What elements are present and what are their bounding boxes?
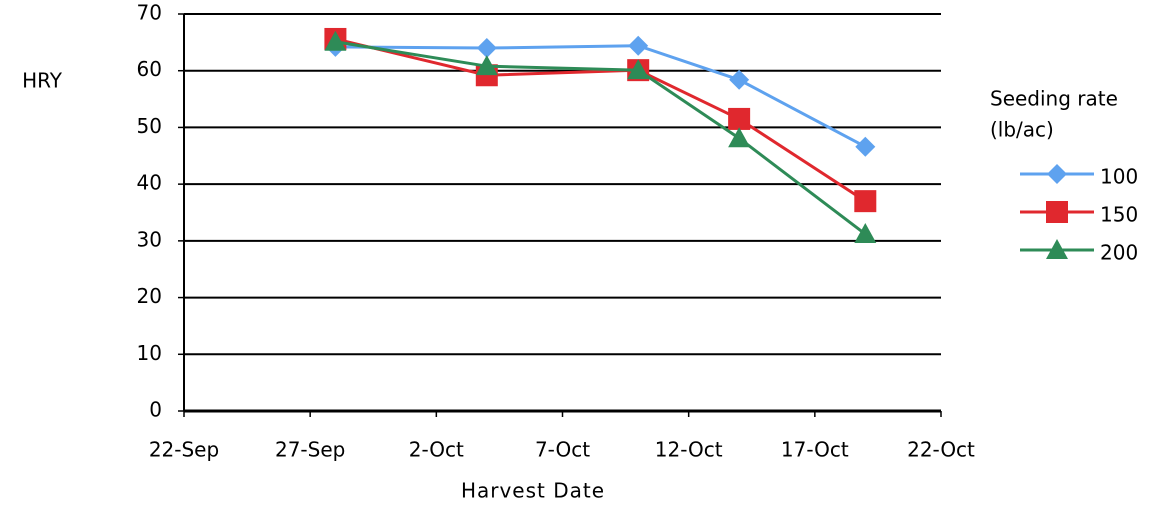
- y-tick-label: 20: [137, 284, 162, 308]
- legend-label: 150: [1100, 203, 1138, 227]
- legend-label: 100: [1100, 165, 1138, 189]
- series-line: [335, 44, 867, 149]
- data-point: [476, 38, 497, 59]
- y-tick-label: 60: [137, 57, 162, 81]
- y-tick-label: 10: [137, 341, 162, 365]
- data-point: [627, 59, 650, 80]
- data-point: [854, 223, 877, 244]
- data-point: [728, 127, 751, 148]
- x-tick-label: 7-Oct: [535, 438, 590, 462]
- series-line: [335, 37, 867, 203]
- x-tick-label: 17-Oct: [781, 438, 849, 462]
- data-point: [475, 55, 498, 76]
- legend-marker: [1046, 201, 1068, 223]
- legend-title: Seeding rate: [990, 87, 1118, 111]
- x-axis-label: Harvest Date: [461, 479, 605, 503]
- data-point: [728, 107, 751, 130]
- y-tick-label: 70: [137, 1, 162, 25]
- x-tick-label: 22-Oct: [907, 438, 975, 462]
- x-tick-label: 2-Oct: [409, 438, 464, 462]
- y-tick-label: 50: [137, 114, 162, 138]
- legend-marker: [1047, 164, 1067, 184]
- x-tick-label: 27-Sep: [275, 438, 345, 462]
- data-point: [855, 136, 876, 157]
- legend-title: (lb/ac): [990, 118, 1054, 142]
- data-point: [729, 69, 750, 90]
- y-axis-label: HRY: [22, 69, 63, 93]
- y-tick-label: 0: [149, 398, 162, 422]
- y-tick-label: 30: [137, 227, 162, 251]
- x-tick-label: 22-Sep: [149, 438, 219, 462]
- x-tick-label: 12-Oct: [655, 438, 723, 462]
- legend-label: 200: [1100, 241, 1138, 265]
- data-point: [628, 35, 649, 56]
- y-tick-label: 40: [137, 171, 162, 195]
- legend-marker: [1046, 239, 1068, 259]
- data-point: [324, 30, 347, 51]
- data-point: [854, 190, 877, 213]
